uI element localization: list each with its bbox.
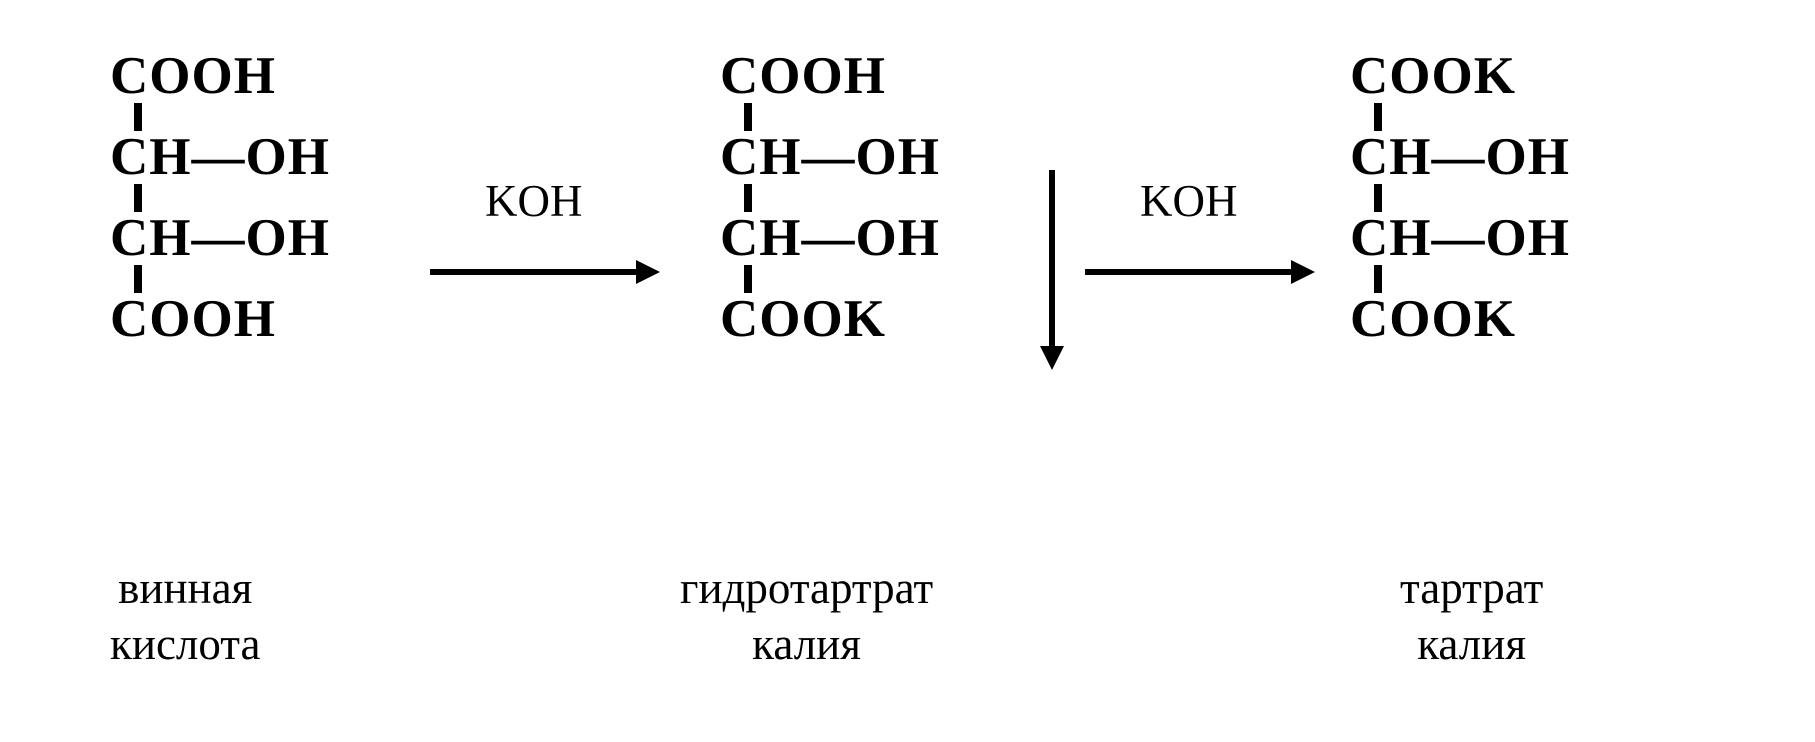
formula-row: COOH xyxy=(110,50,410,103)
vertical-bond xyxy=(110,265,410,293)
caption-line: гидротартрат xyxy=(680,560,933,616)
molecule-potassium-hydrogen-tartrate: COOH CH—OH CH—OH COOK xyxy=(720,50,1020,346)
reaction-arrow-right-icon xyxy=(1085,260,1315,284)
formula-row: CH—OH xyxy=(1350,131,1650,184)
molecule-caption-potassium-tartrate: тартраткалия xyxy=(1400,560,1543,673)
reaction-scheme: COOH CH—OH CH—OH COOH виннаякислота COOH CH—OH… xyxy=(0,0,1815,742)
vertical-bond xyxy=(1350,103,1650,131)
vertical-bond xyxy=(110,103,410,131)
formula-row: CH—OH xyxy=(720,131,1020,184)
formula-row: CH—OH xyxy=(720,212,1020,265)
formula-row: CH—OH xyxy=(110,212,410,265)
caption-line: винная xyxy=(110,560,260,616)
formula-row: CH—OH xyxy=(1350,212,1650,265)
vertical-bond xyxy=(720,103,1020,131)
precipitate-arrow-down-icon xyxy=(1040,170,1064,370)
molecule-potassium-tartrate: COOK CH—OH CH—OH COOK xyxy=(1350,50,1650,346)
molecule-caption-tartaric-acid: виннаякислота xyxy=(110,560,260,673)
formula-row: CH—OH xyxy=(110,131,410,184)
caption-line: кислота xyxy=(110,616,260,672)
reagent-label: KOH xyxy=(485,175,583,227)
vertical-bond xyxy=(720,184,1020,212)
reaction-arrow-right-icon xyxy=(430,260,660,284)
caption-line: калия xyxy=(1400,616,1543,672)
formula-row: COOK xyxy=(720,293,1020,346)
molecule-tartaric-acid: COOH CH—OH CH—OH COOH xyxy=(110,50,410,346)
caption-line: тартрат xyxy=(1400,560,1543,616)
formula-row: COOH xyxy=(110,293,410,346)
vertical-bond xyxy=(1350,265,1650,293)
caption-line: калия xyxy=(680,616,933,672)
reagent-label: KOH xyxy=(1140,175,1238,227)
formula-row: COOH xyxy=(720,50,1020,103)
vertical-bond xyxy=(1350,184,1650,212)
molecule-caption-potassium-hydrogen-tartrate: гидротартраткалия xyxy=(680,560,933,673)
formula-row: COOK xyxy=(1350,293,1650,346)
formula-row: COOK xyxy=(1350,50,1650,103)
vertical-bond xyxy=(720,265,1020,293)
vertical-bond xyxy=(110,184,410,212)
